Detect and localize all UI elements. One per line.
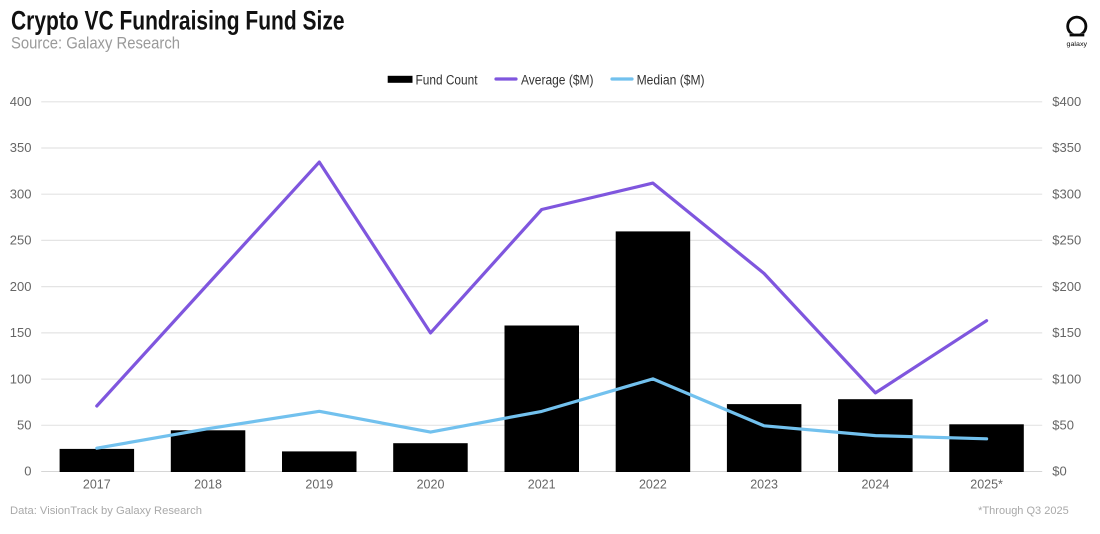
svg-text:$350: $350 [1052,140,1081,155]
svg-text:Fund Count: Fund Count [416,72,478,87]
svg-text:2024: 2024 [861,477,889,491]
svg-text:150: 150 [10,325,32,340]
svg-text:100: 100 [10,371,32,386]
svg-text:2019: 2019 [305,477,333,491]
svg-text:$0: $0 [1052,464,1066,479]
svg-text:2021: 2021 [528,477,556,491]
svg-text:$50: $50 [1052,418,1074,433]
svg-text:400: 400 [10,94,32,109]
svg-text:Source: Galaxy Research: Source: Galaxy Research [11,34,180,52]
svg-text:Data: VisionTrack by Galaxy Re: Data: VisionTrack by Galaxy Research [10,505,202,517]
svg-text:50: 50 [17,418,31,433]
svg-text:$400: $400 [1052,94,1081,109]
svg-text:2025*: 2025* [970,477,1003,491]
svg-text:250: 250 [10,233,32,248]
svg-text:$300: $300 [1052,186,1081,201]
svg-text:2017: 2017 [83,477,111,491]
svg-text:Crypto VC Fundraising Fund Siz: Crypto VC Fundraising Fund Size [11,6,345,36]
svg-text:Median ($M): Median ($M) [637,72,705,87]
svg-text:*Through Q3 2025: *Through Q3 2025 [978,505,1069,517]
svg-text:galaxy: galaxy [1067,41,1088,48]
svg-text:$200: $200 [1052,279,1081,294]
svg-text:$100: $100 [1052,371,1081,386]
svg-text:2022: 2022 [639,477,667,491]
svg-text:$250: $250 [1052,233,1081,248]
svg-text:0: 0 [24,464,31,479]
svg-text:200: 200 [10,279,32,294]
svg-text:2018: 2018 [194,477,222,491]
svg-text:350: 350 [10,140,32,155]
svg-text:2023: 2023 [750,477,778,491]
svg-text:$150: $150 [1052,325,1081,340]
svg-text:2020: 2020 [417,477,445,491]
svg-text:Average ($M): Average ($M) [521,72,594,87]
svg-text:300: 300 [10,186,32,201]
